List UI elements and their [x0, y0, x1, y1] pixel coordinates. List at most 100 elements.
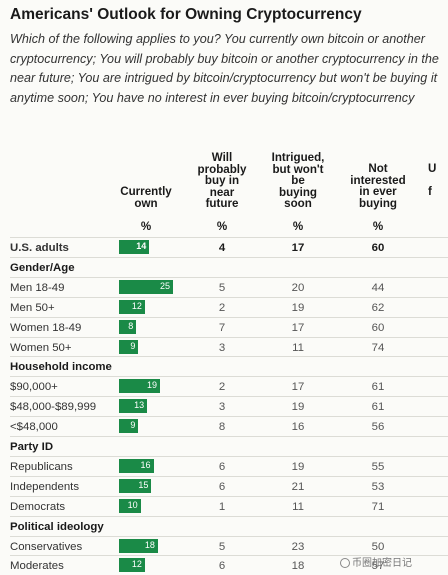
cell-intrigued: 19	[291, 460, 305, 473]
bar-currently-own-conservatives: 18	[119, 538, 158, 553]
row-divider	[10, 396, 448, 398]
cell-intrigued: 17	[291, 381, 305, 394]
section-label: Party ID	[10, 441, 54, 453]
unit-label-not-interested: %	[372, 220, 384, 233]
cell-will-probably-buy: 2	[218, 381, 226, 394]
row-divider	[10, 475, 448, 477]
column-header-will-probably-buy: Will probably buy in near future	[197, 151, 247, 210]
bar-value-label: 13	[134, 400, 145, 411]
cell-intrigued: 17	[291, 321, 305, 334]
cell-will-probably-buy: 7	[218, 321, 226, 334]
survey-question: Which of the following applies to you? Y…	[10, 32, 439, 105]
table-row: Independents 15 6 21 53	[0, 477, 448, 497]
cell-not-interested: 50	[371, 540, 385, 553]
table-row: Conservatives 18 5 23 50	[0, 537, 448, 557]
column-header-currently-own: Currently own	[120, 185, 172, 210]
table-row: <$48,000 9 8 16 56	[0, 417, 448, 437]
bar-currently-own-independents: 15	[119, 478, 152, 493]
row-label: Men 50+	[10, 301, 55, 314]
bar-value-label: 14	[136, 241, 147, 251]
table-row: $48,000-$89,999 13 3 19 61	[0, 397, 448, 417]
bar-value-label: 12	[131, 300, 142, 311]
cell-not-interested: 57	[371, 560, 385, 573]
row-label: Moderates	[10, 560, 64, 573]
section-header: Gender/Age	[0, 258, 448, 278]
bar-value-label: 9	[130, 420, 136, 431]
cell-intrigued: 19	[291, 301, 305, 314]
section-label: Household income	[10, 361, 112, 374]
cell-intrigued: 18	[291, 560, 305, 573]
row-divider	[10, 495, 448, 497]
cell-intrigued: 23	[291, 540, 305, 553]
unit-label-currently-own: %	[140, 220, 152, 233]
watermark: 币圈加密日记	[340, 554, 412, 569]
bar-value-label: 19	[147, 380, 158, 391]
row-divider	[10, 376, 448, 378]
cell-will-probably-buy: 2	[218, 301, 226, 314]
bar-currently-own-republicans: 16	[119, 458, 154, 473]
cell-will-probably-buy: 5	[218, 540, 226, 553]
row-divider	[10, 436, 448, 437]
table-row: Men 18-49 25 5 20 44	[0, 278, 448, 298]
bar-value-label: 15	[138, 479, 149, 490]
bar-currently-own-u-s-adults: 14	[119, 240, 150, 254]
bar-value-label: 8	[128, 320, 134, 331]
cell-not-interested: 44	[371, 281, 385, 294]
table-row: Democrats 10 1 11 71	[0, 497, 448, 517]
row-divider	[10, 276, 448, 278]
row-label: Women 18-49	[10, 321, 82, 334]
bar-value-label: 12	[131, 559, 142, 570]
unit-label-will-probably-buy: %	[216, 220, 228, 233]
cell-not-interested: 56	[371, 421, 385, 434]
row-divider	[10, 336, 448, 338]
bar-currently-own-women-50: 9	[119, 339, 139, 354]
cell-will-probably-buy: 1	[218, 500, 226, 513]
row-divider	[10, 237, 448, 238]
table-row: Men 50+ 12 2 19 62	[0, 298, 448, 318]
row-divider	[10, 455, 448, 457]
column-header-cut-off: U f	[428, 162, 437, 198]
cell-will-probably-buy: 3	[218, 401, 226, 414]
cell-intrigued: 17	[291, 242, 305, 254]
cell-not-interested: 55	[371, 460, 385, 473]
bar-value-label: 9	[130, 340, 136, 351]
cell-intrigued: 19	[291, 401, 305, 414]
bar-value-label: 18	[144, 539, 155, 550]
bar-currently-own-moderates: 12	[119, 558, 145, 573]
cell-not-interested: 61	[371, 401, 385, 414]
row-label: Independents	[10, 480, 80, 493]
cell-will-probably-buy: 4	[218, 242, 226, 254]
bar-value-label: 10	[127, 499, 138, 510]
cell-will-probably-buy: 3	[218, 341, 226, 354]
cell-not-interested: 61	[371, 381, 385, 394]
bar-currently-own-90-000: 19	[119, 379, 161, 394]
cell-will-probably-buy: 6	[218, 460, 226, 473]
row-label: Women 50+	[10, 341, 72, 354]
bar-currently-own-women-18-49: 8	[119, 319, 137, 334]
row-divider	[10, 416, 448, 418]
bar-currently-own-democrats: 10	[119, 498, 141, 513]
row-label: $48,000-$89,999	[10, 401, 97, 414]
cell-intrigued: 11	[292, 500, 304, 513]
cell-intrigued: 21	[291, 480, 305, 493]
row-label: <$48,000	[10, 421, 58, 434]
table-row: Women 18-49 8 7 17 60	[0, 318, 448, 338]
column-header-not-interested: Not interested in ever buying	[350, 162, 406, 210]
bar-currently-own-48-000: 9	[119, 419, 139, 434]
wechat-icon	[340, 558, 350, 569]
cell-not-interested: 53	[371, 480, 385, 493]
row-divider	[10, 356, 448, 358]
row-label: U.S. adults	[10, 242, 69, 254]
cell-intrigued: 11	[292, 341, 304, 354]
row-divider	[10, 535, 448, 537]
section-header: Party ID	[0, 437, 448, 457]
row-divider	[10, 296, 448, 298]
bar-currently-own-men-50: 12	[119, 299, 145, 314]
row-label: Republicans	[10, 460, 73, 473]
bar-value-label: 25	[159, 280, 170, 291]
cell-will-probably-buy: 8	[218, 421, 226, 434]
cell-not-interested: 60	[371, 242, 385, 254]
cell-not-interested: 71	[371, 500, 385, 513]
table-row: U.S. adults 14 4 17 60	[0, 238, 448, 258]
cell-will-probably-buy: 6	[218, 480, 226, 493]
